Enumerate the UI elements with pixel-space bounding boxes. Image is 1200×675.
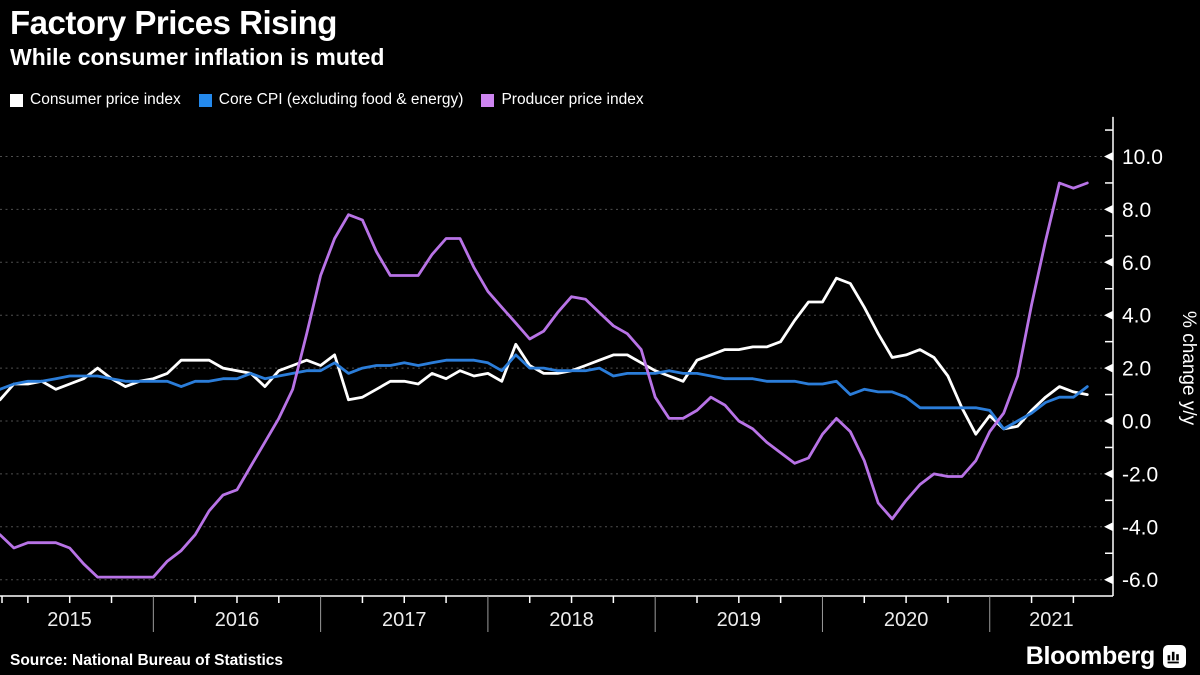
svg-text:4.0: 4.0 — [1122, 305, 1151, 328]
legend-swatch-cpi-icon — [10, 93, 23, 107]
svg-text:2017: 2017 — [382, 609, 427, 631]
page-title: Factory Prices Rising — [10, 4, 337, 41]
svg-text:2018: 2018 — [549, 609, 594, 631]
legend-item-producer-price-index: Producer price index — [481, 91, 644, 109]
legend-label-ppi: Producer price index — [501, 91, 644, 108]
source-text: Source: National Bureau of Statistics — [10, 652, 284, 669]
svg-text:% change y/y: % change y/y — [1178, 311, 1199, 426]
svg-text:2020: 2020 — [884, 609, 929, 631]
legend-item-core-cpi: Core CPI (excluding food & energy) — [198, 91, 464, 109]
svg-text:8.0: 8.0 — [1122, 199, 1151, 222]
svg-text:0.0: 0.0 — [1122, 411, 1151, 434]
chart-legend: Consumer price index Core CPI (excluding… — [10, 91, 644, 109]
svg-text:-6.0: -6.0 — [1122, 569, 1158, 592]
bloomberg-terminal-icon — [1163, 645, 1186, 668]
svg-text:-2.0: -2.0 — [1122, 463, 1158, 486]
legend-swatch-core-cpi-icon — [198, 93, 212, 107]
svg-text:-4.0: -4.0 — [1122, 516, 1158, 539]
chart-plot-area: 10.0 8.0 6.0 4.0 2.0 0.0 -2.0 -4.0 -6.0 2015 2016 2… — [0, 116, 1199, 632]
svg-text:6.0: 6.0 — [1122, 252, 1151, 275]
svg-text:2019: 2019 — [717, 609, 762, 631]
svg-text:2016: 2016 — [215, 609, 260, 631]
legend-label-core-cpi: Core CPI (excluding food & energy) — [218, 91, 464, 108]
svg-text:2.0: 2.0 — [1122, 358, 1151, 381]
svg-text:2015: 2015 — [47, 609, 92, 631]
legend-swatch-ppi-icon — [481, 93, 495, 107]
svg-text:10.0: 10.0 — [1122, 146, 1163, 169]
legend-label-cpi: Consumer price index — [30, 91, 181, 108]
bloomberg-wordmark: Bloomberg — [1025, 642, 1156, 670]
svg-text:2021: 2021 — [1029, 609, 1074, 631]
legend-item-consumer-price-index: Consumer price index — [10, 91, 181, 109]
page-subtitle: While consumer inflation is muted — [10, 44, 385, 70]
bloomberg-logo: Bloomberg — [1026, 642, 1186, 671]
